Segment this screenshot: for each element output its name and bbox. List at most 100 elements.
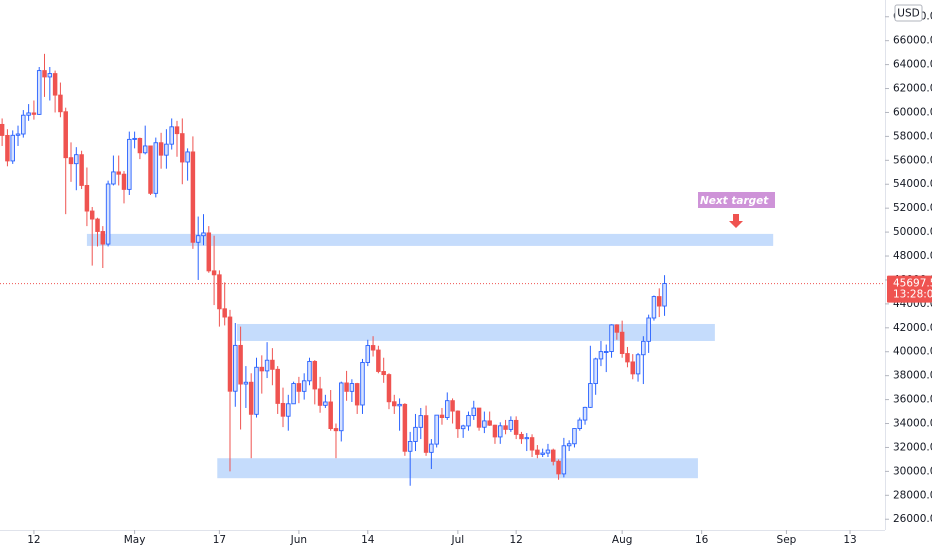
x-tick-label: Aug: [612, 534, 633, 546]
candle-body: [365, 345, 371, 363]
y-tick-label: 56000.0: [893, 154, 932, 166]
candle-body: [84, 184, 90, 212]
y-tick-label: 62000.0: [893, 83, 932, 95]
support-resistance-zone: [217, 458, 698, 479]
candle-body: [656, 296, 662, 307]
candle-body: [429, 443, 434, 453]
candle-body: [95, 218, 100, 232]
candle-body: [158, 142, 164, 156]
candle-body: [79, 154, 84, 186]
price-tag-countdown: 13:28:08: [893, 289, 932, 301]
candle-body: [195, 235, 201, 243]
price-tag: [887, 275, 932, 303]
y-tick-label: 30000.0: [893, 465, 932, 477]
x-tick-label: 16: [695, 534, 709, 546]
y-tick-label: 40000.0: [893, 346, 932, 358]
candle-body: [328, 401, 333, 429]
candle-body: [5, 134, 10, 162]
x-tick-label: 12: [509, 534, 522, 546]
candle-body: [376, 349, 381, 372]
candle-body: [370, 345, 376, 351]
candle-body: [418, 415, 424, 428]
axes: 26000.0 28000.0 30000.0 32000.0 34000.0 36000…: [27, 4, 932, 546]
y-tick-label: 26000.0: [893, 513, 932, 525]
candle-body: [413, 426, 418, 442]
candle-body: [259, 366, 265, 372]
candle-body: [301, 380, 307, 392]
x-tick-label: 12: [27, 534, 40, 546]
candle-body: [127, 138, 132, 190]
candle-body: [63, 111, 68, 159]
candle-body: [577, 419, 583, 429]
y-tick-label: 60000.0: [893, 106, 932, 118]
candle-body: [105, 183, 111, 245]
candle-body: [360, 362, 365, 406]
support-resistance-zone: [236, 323, 715, 341]
candle-body: [455, 410, 461, 430]
candle-body: [180, 133, 185, 163]
candle-body: [217, 274, 222, 310]
candle-body: [42, 70, 47, 78]
candle-body: [625, 353, 630, 363]
candle-body: [471, 407, 477, 416]
y-tick-label: 32000.0: [893, 441, 932, 453]
candle-body: [513, 419, 519, 435]
y-tick-label: 42000.0: [893, 322, 932, 334]
candle-body: [238, 344, 243, 385]
candle-body: [386, 374, 392, 403]
candle-body: [248, 381, 254, 415]
price-tag-value: 45697.5: [893, 278, 932, 290]
candle-body: [593, 358, 598, 385]
candle-body: [604, 351, 609, 353]
candle-body: [211, 270, 217, 276]
x-tick-label: Jun: [290, 534, 307, 546]
candle-body: [561, 445, 567, 475]
candle-body: [233, 344, 238, 392]
candle-body: [535, 449, 540, 455]
candle-body: [609, 324, 614, 352]
candle-body: [651, 296, 657, 319]
candle-body: [116, 171, 121, 175]
candle-body: [169, 126, 174, 145]
candle-body: [551, 449, 556, 462]
candle-body: [434, 414, 439, 445]
candle-body: [545, 449, 551, 454]
candle-body: [402, 403, 408, 452]
candle-body: [0, 123, 5, 136]
candle-body: [349, 383, 355, 392]
candle-body: [354, 383, 360, 406]
candle-body: [164, 143, 169, 156]
candle-body: [566, 443, 572, 447]
candle-body: [460, 425, 466, 430]
candle-body: [190, 151, 196, 243]
candle-body: [58, 94, 63, 113]
candle-body: [68, 157, 74, 165]
candle-body: [243, 381, 249, 385]
candle-body: [508, 419, 514, 430]
candle-body: [476, 407, 482, 428]
y-tick-label: 36000.0: [893, 394, 932, 406]
candle-body: [100, 231, 106, 245]
candle-body: [307, 360, 312, 382]
annotation-box: [698, 192, 775, 208]
candle-body: [10, 134, 15, 162]
candle-body: [630, 361, 635, 375]
candle-body: [153, 142, 159, 194]
candle-body: [148, 145, 153, 194]
y-tick-label: 52000.0: [893, 202, 932, 214]
candle-body: [333, 428, 339, 432]
candle-body: [519, 433, 524, 440]
candle-body: [275, 368, 280, 404]
candle-body: [641, 340, 646, 356]
candle-body: [206, 232, 212, 272]
candle-body: [286, 403, 291, 417]
candle-body: [635, 354, 641, 375]
candle-body: [312, 360, 318, 390]
candle-body: [31, 112, 37, 115]
y-tick-label: 48000.0: [893, 250, 932, 262]
candle-body: [74, 154, 79, 165]
candle-body: [15, 133, 21, 136]
y-tick-label: 34000.0: [893, 418, 932, 430]
candle-body: [540, 452, 545, 455]
candle-body: [174, 126, 180, 135]
